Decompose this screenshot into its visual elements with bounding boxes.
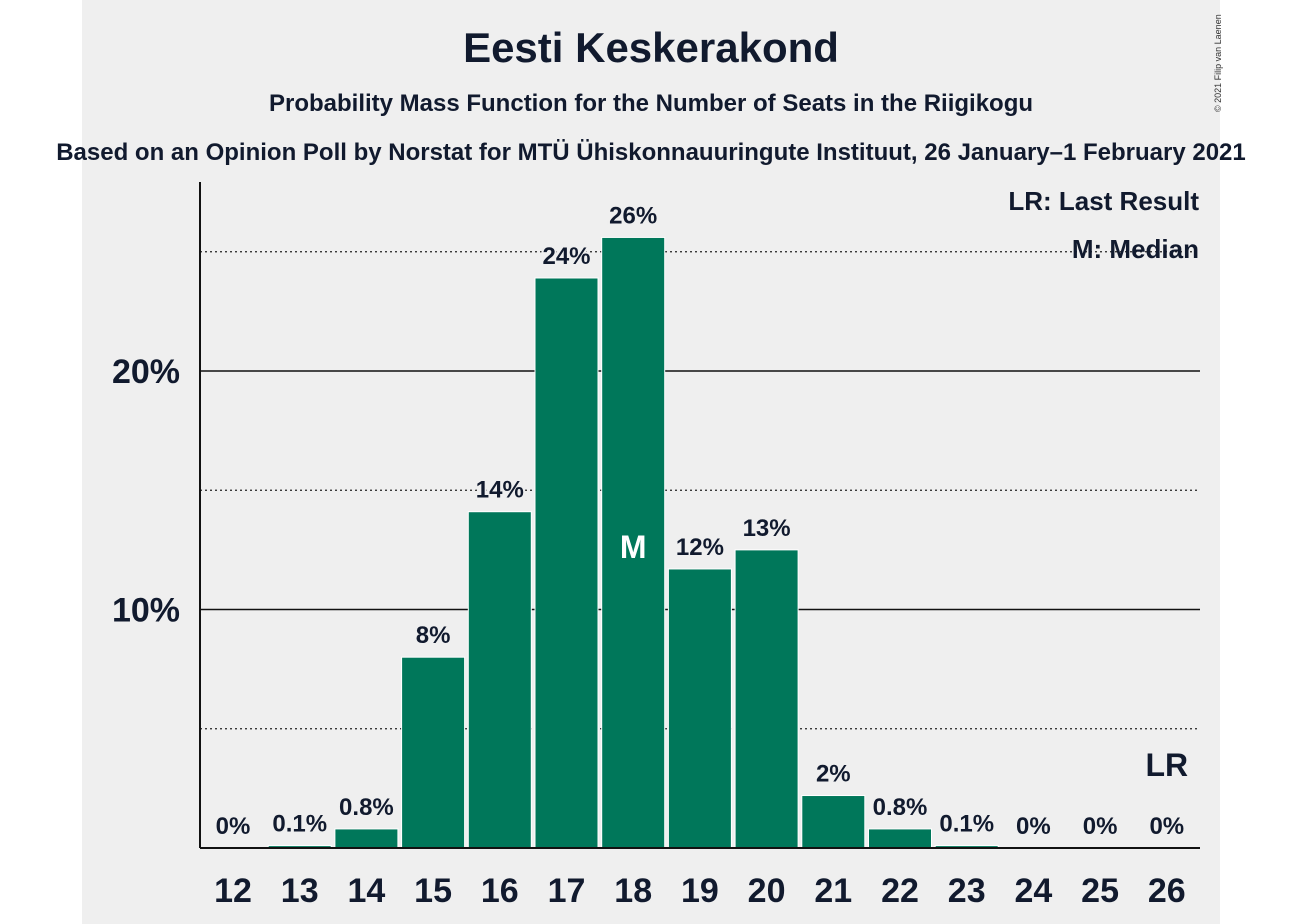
x-tick-label: 24	[1014, 872, 1052, 910]
x-tick-label: 26	[1148, 872, 1186, 910]
x-tick-label: 25	[1081, 872, 1119, 910]
x-tick-label: 12	[214, 872, 252, 910]
bar	[401, 656, 466, 849]
bar-value-label: 0.8%	[339, 794, 394, 821]
x-tick-label: 15	[414, 872, 452, 910]
x-tick-label: 22	[881, 872, 919, 910]
y-tick-label: 20%	[112, 353, 180, 391]
bar-value-label: 26%	[609, 202, 657, 229]
median-marker: M	[620, 529, 647, 565]
x-tick-label: 23	[948, 872, 986, 910]
bar-value-label: 13%	[743, 515, 791, 542]
bar-value-label: 2%	[816, 761, 851, 788]
legend-entry: M: Median	[1072, 234, 1199, 264]
chart-source: Based on an Opinion Poll by Norstat for …	[56, 139, 1246, 166]
x-tick-label: 13	[281, 872, 319, 910]
x-tick-label: 17	[548, 872, 586, 910]
chart-title: Eesti Keskerakond	[463, 24, 839, 71]
chart-subtitle: Probability Mass Function for the Number…	[268, 90, 1034, 117]
bar	[334, 828, 399, 849]
bar	[667, 568, 732, 849]
bar-value-label: 0%	[1016, 813, 1051, 840]
bar-value-label: 0.1%	[939, 811, 994, 838]
bar-value-label: 8%	[416, 622, 451, 649]
bar-value-label: 0.1%	[272, 811, 327, 838]
bar-value-label: 0.8%	[873, 794, 928, 821]
x-tick-label: 19	[681, 872, 719, 910]
bar	[467, 511, 532, 849]
bar-value-label: 0%	[1083, 813, 1118, 840]
legend-entry: LR: Last Result	[1008, 186, 1199, 216]
bar	[734, 549, 799, 849]
x-tick-label: 16	[481, 872, 519, 910]
bar-value-label: 14%	[476, 477, 524, 504]
bar	[534, 277, 599, 849]
last-result-marker: LR	[1145, 747, 1188, 783]
x-tick-label: 20	[748, 872, 786, 910]
x-tick-label: 14	[347, 872, 385, 910]
bar	[868, 828, 932, 849]
x-tick-label: 21	[814, 872, 852, 910]
bar	[801, 795, 866, 849]
bar-value-label: 24%	[542, 243, 590, 270]
y-tick-label: 10%	[112, 592, 180, 630]
bar-value-label: 0%	[216, 813, 251, 840]
x-tick-label: 18	[614, 872, 652, 910]
bar-value-label: 0%	[1149, 813, 1184, 840]
bar-value-label: 12%	[676, 534, 724, 561]
